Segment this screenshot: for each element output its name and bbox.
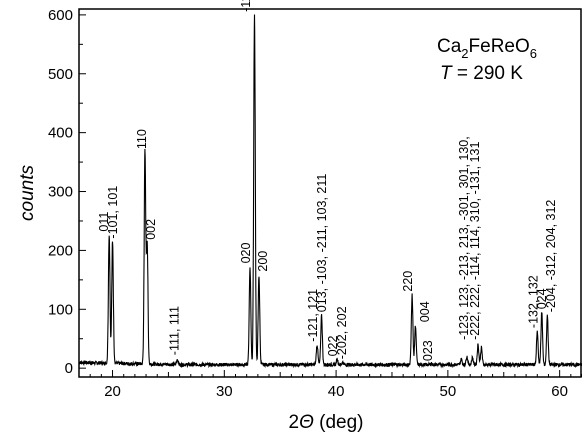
peak-label: 004	[418, 301, 432, 322]
peak-label: -112, 112	[239, 0, 253, 12]
peak-label: -101, 101	[106, 186, 120, 239]
diffraction-pattern-line	[78, 14, 582, 369]
x-tick-label: 60	[551, 383, 568, 400]
y-tick-label: 500	[48, 66, 73, 83]
peak-label: 220	[401, 271, 415, 292]
peak-label: -222, 222, -114, 114, 310, -131, 131	[468, 142, 482, 340]
peak-label: 013, -103, -211, 103, 211	[315, 174, 329, 313]
peak-label: 110	[135, 129, 149, 149]
x-axis: 20 30 40 50 60	[78, 370, 582, 400]
x-axis-title: 2Θ (deg)	[289, 412, 364, 433]
temperature-annotation: T = 290 K	[440, 63, 523, 84]
x-tick-label: 40	[328, 383, 345, 400]
peak-label: -111, 111	[168, 306, 182, 355]
y-tick-label: 400	[48, 125, 73, 142]
peak-labels: 011-101, 101 110 002 -111, 111 020 -112, 112 2…	[97, 0, 558, 361]
y-tick-label: 300	[48, 184, 73, 201]
plot-frame	[78, 8, 582, 378]
peak-label: 023	[421, 340, 435, 361]
y-tick-label: 600	[48, 7, 73, 24]
peak-label: 011	[97, 212, 111, 232]
peak-label: -202, 202	[335, 306, 349, 359]
peak-label: -123, 123, -213, 213, -301, 301, 130,	[457, 136, 471, 340]
peak-label: -121, 121	[306, 289, 320, 342]
peak-label: 024	[535, 288, 549, 309]
y-axis-title: counts	[17, 165, 38, 221]
y-axis: 0 100 200 300 400 500 600	[48, 7, 86, 377]
x-tick-label: 20	[104, 383, 121, 400]
peak-label: 200	[256, 251, 270, 272]
formula-annotation: Ca2FeReO6	[437, 36, 537, 61]
x-tick-label: 50	[440, 383, 457, 400]
y-tick-label: 200	[48, 242, 73, 259]
peak-label: 020	[239, 242, 253, 263]
x-tick-label: 30	[216, 383, 233, 400]
y-tick-label: 0	[65, 360, 73, 377]
peak-label: -132, 132	[526, 275, 540, 328]
peak-label: -204, -312, 204, 312	[544, 200, 558, 313]
peak-label: 022	[326, 335, 340, 356]
y-tick-label: 100	[48, 301, 73, 318]
peak-label: 002	[144, 219, 158, 240]
